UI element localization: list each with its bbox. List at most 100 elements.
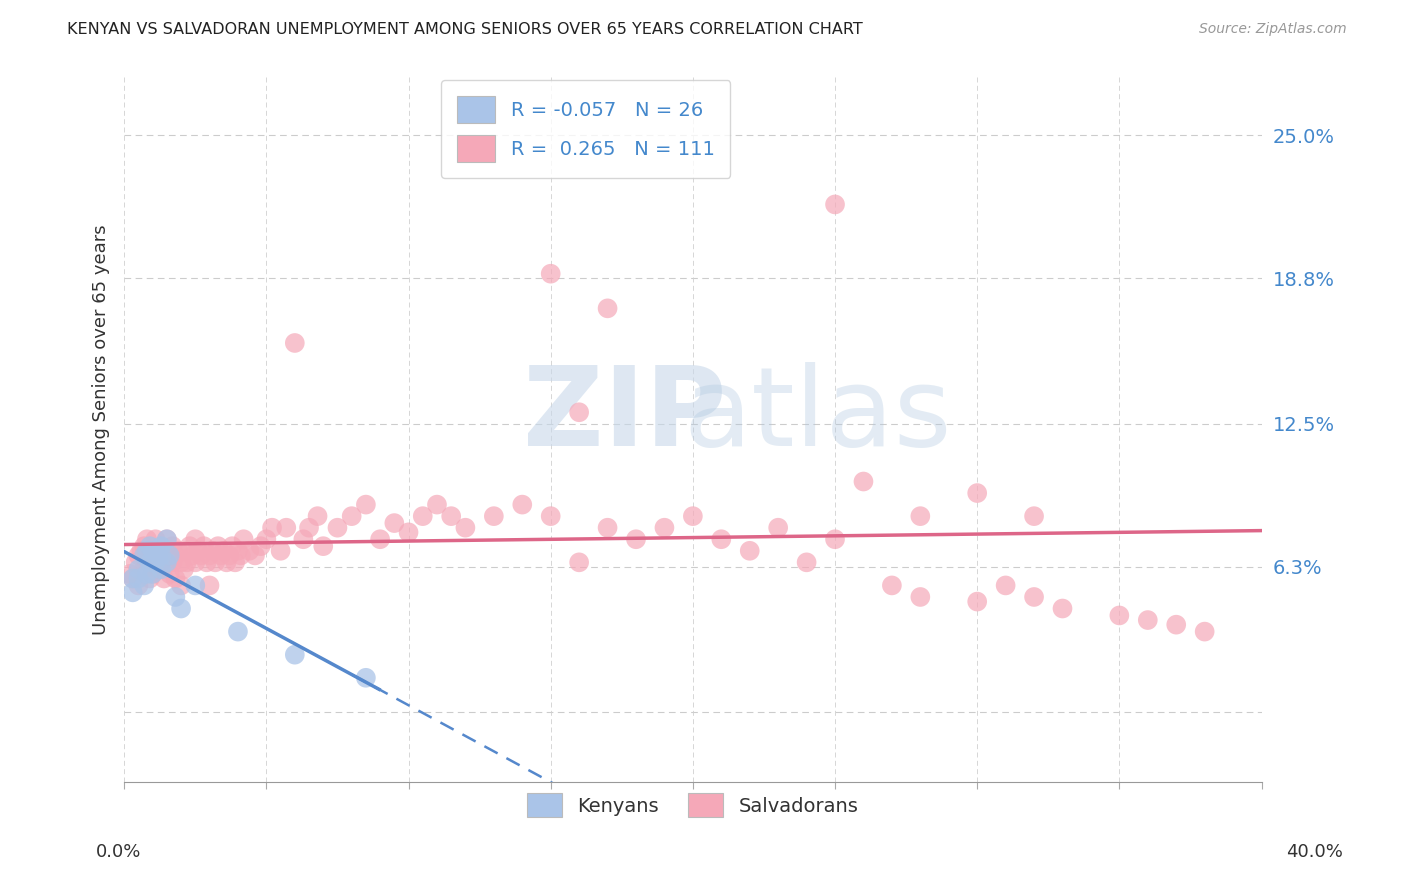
Point — [224, 555, 246, 569]
Point — [1108, 608, 1130, 623]
Point — [162, 555, 184, 569]
Point — [238, 543, 260, 558]
Point — [1194, 624, 1216, 639]
Point — [824, 533, 846, 547]
Point — [354, 671, 377, 685]
Point — [195, 555, 218, 569]
Point — [150, 539, 173, 553]
Point — [150, 562, 173, 576]
Point — [596, 521, 619, 535]
Point — [796, 555, 818, 569]
Point — [153, 572, 176, 586]
Point — [426, 498, 449, 512]
Point — [226, 543, 249, 558]
Point — [201, 543, 224, 558]
Point — [156, 555, 179, 569]
Point — [1022, 509, 1045, 524]
Point — [142, 566, 165, 581]
Point — [134, 578, 156, 592]
Point — [326, 521, 349, 535]
Point — [910, 509, 932, 524]
Point — [193, 539, 215, 553]
Point — [184, 578, 207, 592]
Point — [127, 549, 149, 563]
Point — [510, 498, 533, 512]
Point — [170, 578, 193, 592]
Point — [179, 539, 201, 553]
Point — [243, 549, 266, 563]
Point — [145, 533, 167, 547]
Point — [165, 549, 187, 563]
Point — [682, 509, 704, 524]
Point — [540, 267, 562, 281]
Point — [966, 594, 988, 608]
Point — [354, 498, 377, 512]
Point — [127, 578, 149, 592]
Point — [121, 572, 143, 586]
Point — [145, 555, 167, 569]
Point — [966, 486, 988, 500]
Point — [134, 562, 156, 576]
Point — [162, 539, 184, 553]
Point — [184, 555, 207, 569]
Point — [307, 509, 329, 524]
Point — [127, 572, 149, 586]
Point — [167, 543, 190, 558]
Point — [118, 566, 141, 581]
Point — [159, 549, 181, 563]
Point — [540, 509, 562, 524]
Point — [170, 555, 193, 569]
Point — [150, 549, 173, 563]
Point — [284, 648, 307, 662]
Point — [440, 509, 463, 524]
Point — [156, 555, 179, 569]
Point — [568, 405, 591, 419]
Point — [156, 533, 179, 547]
Point — [181, 549, 204, 563]
Point — [766, 521, 789, 535]
Point — [229, 549, 252, 563]
Point — [159, 549, 181, 563]
Legend: Kenyans, Salvadorans: Kenyans, Salvadorans — [519, 786, 866, 825]
Point — [880, 578, 903, 592]
Point — [129, 543, 152, 558]
Point — [176, 543, 198, 558]
Point — [165, 590, 187, 604]
Point — [165, 572, 187, 586]
Point — [156, 533, 179, 547]
Point — [1052, 601, 1074, 615]
Text: atlas: atlas — [683, 362, 952, 469]
Point — [148, 562, 170, 576]
Point — [218, 549, 240, 563]
Point — [148, 549, 170, 563]
Point — [121, 572, 143, 586]
Point — [139, 572, 162, 586]
Point — [382, 516, 405, 530]
Text: Source: ZipAtlas.com: Source: ZipAtlas.com — [1199, 22, 1347, 37]
Point — [209, 549, 232, 563]
Point — [1166, 617, 1188, 632]
Text: 0.0%: 0.0% — [96, 843, 141, 861]
Point — [170, 601, 193, 615]
Point — [142, 543, 165, 558]
Point — [136, 543, 159, 558]
Point — [142, 566, 165, 581]
Point — [624, 533, 647, 547]
Point — [824, 197, 846, 211]
Point — [292, 533, 315, 547]
Point — [198, 549, 221, 563]
Point — [398, 525, 420, 540]
Point — [221, 539, 243, 553]
Point — [368, 533, 391, 547]
Point — [412, 509, 434, 524]
Point — [121, 585, 143, 599]
Point — [254, 533, 277, 547]
Point — [150, 543, 173, 558]
Text: 40.0%: 40.0% — [1286, 843, 1343, 861]
Point — [454, 521, 477, 535]
Point — [994, 578, 1017, 592]
Point — [207, 539, 229, 553]
Point — [124, 555, 146, 569]
Point — [212, 543, 235, 558]
Point — [1136, 613, 1159, 627]
